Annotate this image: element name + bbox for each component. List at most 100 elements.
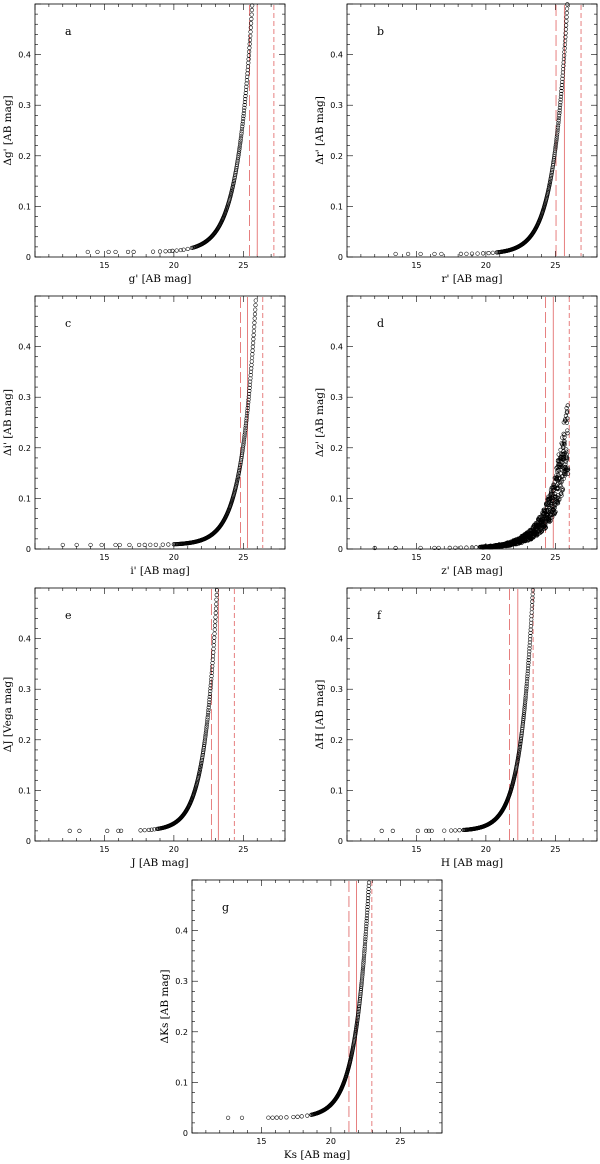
data-point bbox=[564, 420, 569, 425]
y-axis-label: ΔH [AB mag] bbox=[314, 680, 326, 750]
data-point bbox=[530, 588, 535, 593]
data-point bbox=[523, 695, 528, 700]
x-axis-label: r' [AB mag] bbox=[441, 273, 502, 285]
y-tick-label: 0.3 bbox=[330, 101, 343, 110]
data-point bbox=[243, 97, 248, 102]
data-point bbox=[248, 369, 254, 374]
data-point bbox=[239, 126, 245, 131]
data-point bbox=[242, 102, 247, 108]
data-point bbox=[231, 179, 237, 184]
data-point bbox=[469, 545, 475, 550]
panel-letter: d bbox=[377, 317, 384, 330]
data-point bbox=[564, 449, 569, 454]
data-point bbox=[249, 12, 254, 17]
data-point bbox=[526, 660, 531, 665]
data-point bbox=[245, 67, 250, 73]
data-point bbox=[426, 828, 432, 833]
x-axis-label: i' [AB mag] bbox=[130, 565, 189, 577]
data-point bbox=[362, 946, 367, 951]
y-tick-label: 0.4 bbox=[18, 51, 31, 60]
data-point bbox=[241, 114, 246, 119]
y-tick-label: 0.3 bbox=[175, 977, 188, 986]
data-point bbox=[232, 177, 237, 182]
data-point bbox=[559, 85, 564, 91]
data-point bbox=[153, 542, 158, 547]
x-tick-label: 15 bbox=[256, 1137, 266, 1146]
data-point bbox=[362, 951, 367, 956]
data-point bbox=[356, 1010, 361, 1015]
data-point bbox=[204, 728, 209, 733]
data-point bbox=[529, 610, 534, 615]
data-point bbox=[525, 674, 530, 679]
data-point bbox=[245, 411, 250, 416]
data-point bbox=[560, 488, 565, 493]
y-axis-label: ΔKs [AB mag] bbox=[159, 970, 171, 1044]
data-point bbox=[360, 966, 366, 971]
data-point bbox=[553, 142, 558, 148]
data-point bbox=[556, 120, 561, 125]
panel-d: 15 20 25 0 0.1 0.2 0.3 0.4 z' [AB mag] Δz' [AB ma… bbox=[314, 295, 598, 577]
data-point bbox=[142, 542, 147, 547]
data-point bbox=[522, 706, 527, 711]
data-point bbox=[149, 827, 154, 832]
data-point bbox=[295, 1114, 300, 1119]
data-point bbox=[563, 459, 568, 464]
data-point bbox=[251, 333, 256, 338]
data-point bbox=[517, 747, 522, 752]
data-point bbox=[555, 125, 560, 130]
data-point bbox=[522, 702, 528, 707]
data-point bbox=[237, 145, 242, 150]
data-point bbox=[543, 523, 548, 529]
y-tick-label: 0.1 bbox=[18, 786, 31, 795]
data-point bbox=[548, 177, 553, 182]
data-point bbox=[565, 431, 570, 436]
data-point bbox=[238, 140, 243, 145]
data-point bbox=[553, 495, 558, 500]
data-point bbox=[542, 524, 547, 529]
y-axis-label: Δg' [AB mag] bbox=[2, 95, 14, 165]
data-point bbox=[355, 1013, 361, 1018]
data-point bbox=[516, 751, 521, 757]
data-point bbox=[524, 679, 530, 684]
data-point bbox=[253, 298, 258, 303]
data-point bbox=[246, 53, 251, 58]
y-tick-label: 0.4 bbox=[330, 51, 343, 60]
data-point bbox=[556, 118, 561, 123]
y-tick-label: 0.2 bbox=[175, 1028, 188, 1037]
data-point bbox=[249, 8, 254, 13]
data-point bbox=[211, 650, 216, 655]
data-point bbox=[521, 712, 526, 717]
data-point bbox=[486, 251, 491, 256]
data-point bbox=[557, 110, 562, 116]
y-tick-label: 0 bbox=[26, 253, 31, 262]
data-point bbox=[528, 630, 533, 635]
data-point bbox=[526, 658, 531, 663]
data-point bbox=[237, 467, 242, 472]
data-point bbox=[235, 159, 240, 164]
data-point bbox=[247, 382, 252, 387]
data-point bbox=[299, 1114, 304, 1119]
data-point bbox=[549, 174, 554, 179]
y-tick-label: 0.4 bbox=[175, 927, 188, 936]
data-point bbox=[363, 937, 368, 942]
y-tick-label: 0 bbox=[338, 837, 343, 846]
data-point bbox=[246, 394, 251, 399]
data-point bbox=[246, 400, 251, 405]
panel-letter: c bbox=[65, 317, 71, 330]
data-point bbox=[548, 178, 553, 183]
data-point bbox=[362, 944, 367, 949]
data-point bbox=[146, 827, 151, 832]
data-point bbox=[517, 749, 522, 754]
x-axis-label: g' [AB mag] bbox=[129, 273, 192, 285]
data-point bbox=[559, 91, 564, 96]
data-point bbox=[249, 21, 254, 26]
data-point bbox=[249, 359, 254, 364]
data-point bbox=[558, 462, 564, 467]
data-point bbox=[206, 702, 212, 707]
data-point bbox=[212, 627, 217, 632]
data-point bbox=[379, 828, 384, 833]
data-point bbox=[363, 929, 368, 934]
data-point bbox=[250, 348, 255, 353]
x-tick-label: 25 bbox=[238, 845, 248, 854]
data-point bbox=[207, 691, 213, 697]
